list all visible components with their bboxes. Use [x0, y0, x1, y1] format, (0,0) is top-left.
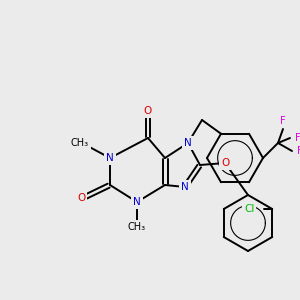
Text: N: N — [184, 138, 192, 148]
Text: N: N — [106, 153, 114, 163]
Text: O: O — [144, 106, 152, 116]
Text: O: O — [221, 158, 229, 168]
Text: F: F — [280, 116, 286, 126]
Text: O: O — [77, 193, 85, 203]
Text: F: F — [297, 146, 300, 156]
Text: Cl: Cl — [244, 204, 254, 214]
Text: N: N — [133, 197, 141, 207]
Text: N: N — [181, 182, 189, 192]
Text: CH₃: CH₃ — [128, 222, 146, 232]
Text: F: F — [295, 133, 300, 143]
Text: CH₃: CH₃ — [71, 138, 89, 148]
